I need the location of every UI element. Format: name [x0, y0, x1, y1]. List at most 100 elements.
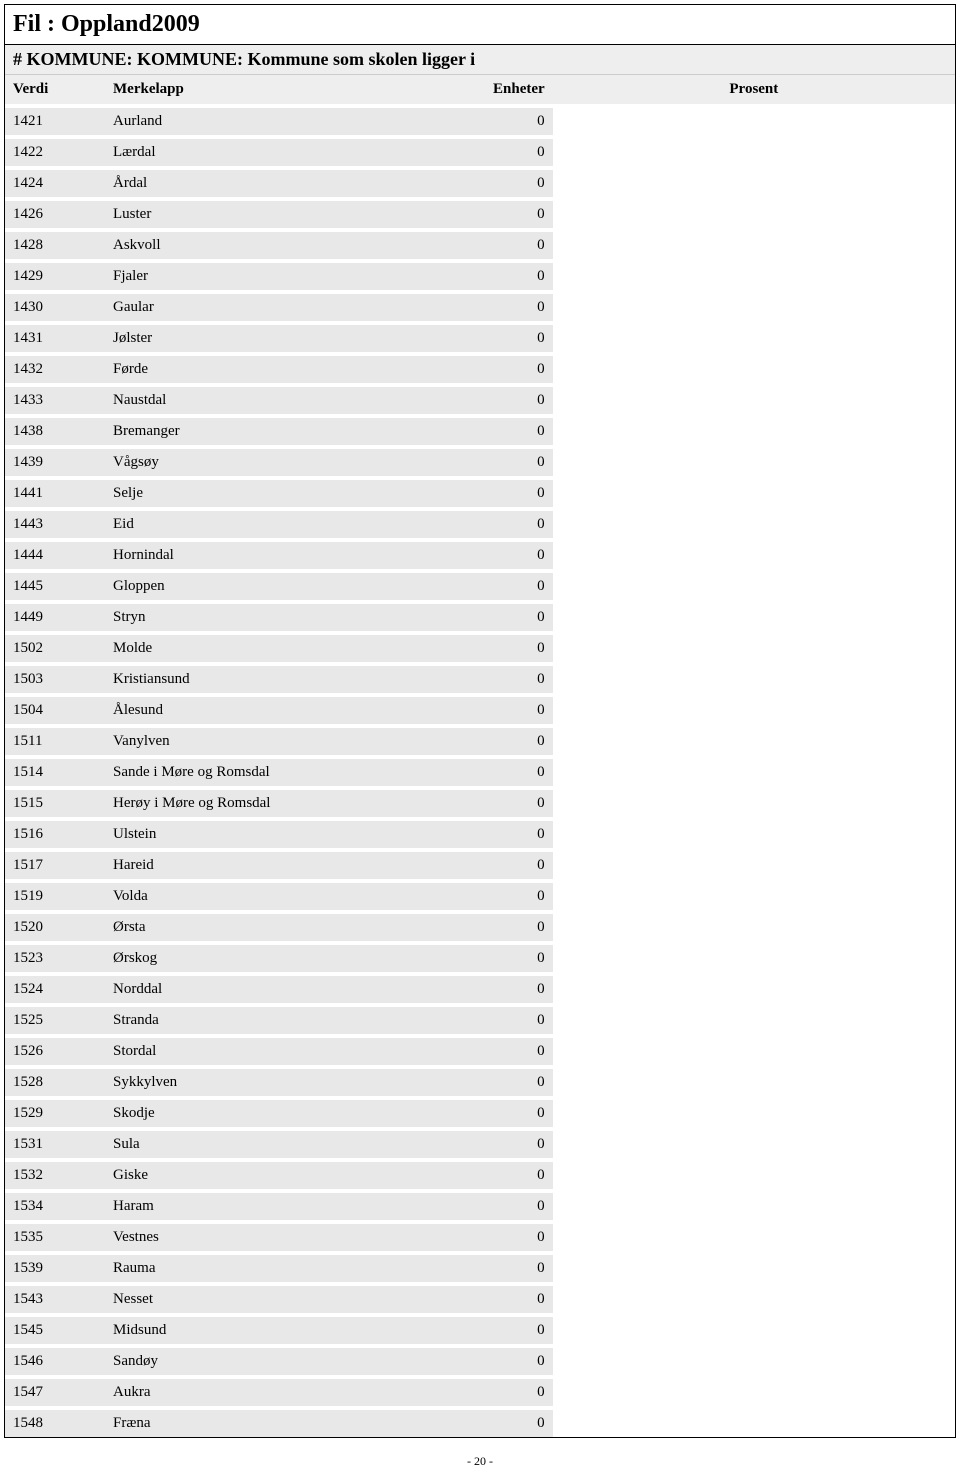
cell-prosent — [553, 974, 955, 1005]
cell-verdi: 1445 — [5, 571, 105, 602]
column-header-merkelapp: Merkelapp — [105, 75, 485, 106]
cell-prosent — [553, 1222, 955, 1253]
cell-verdi: 1514 — [5, 757, 105, 788]
cell-verdi: 1543 — [5, 1284, 105, 1315]
cell-merkelapp: Giske — [105, 1160, 485, 1191]
cell-prosent — [553, 1346, 955, 1377]
cell-prosent — [553, 1253, 955, 1284]
cell-verdi: 1441 — [5, 478, 105, 509]
table-row: 1504Ålesund0 — [5, 695, 955, 726]
table-row: 1429Fjaler0 — [5, 261, 955, 292]
cell-verdi: 1516 — [5, 819, 105, 850]
cell-merkelapp: Naustdal — [105, 385, 485, 416]
cell-merkelapp: Norddal — [105, 974, 485, 1005]
table-row: 1514Sande i Møre og Romsdal0 — [5, 757, 955, 788]
cell-merkelapp: Skodje — [105, 1098, 485, 1129]
cell-prosent — [553, 540, 955, 571]
cell-prosent — [553, 1005, 955, 1036]
table-row: 1443Eid0 — [5, 509, 955, 540]
cell-prosent — [553, 1191, 955, 1222]
cell-verdi: 1438 — [5, 416, 105, 447]
cell-prosent — [553, 230, 955, 261]
table-row: 1430Gaular0 — [5, 292, 955, 323]
table-row: 1517Hareid0 — [5, 850, 955, 881]
cell-verdi: 1502 — [5, 633, 105, 664]
cell-enheter: 0 — [485, 1005, 553, 1036]
cell-merkelapp: Aurland — [105, 106, 485, 137]
cell-enheter: 0 — [485, 447, 553, 478]
cell-verdi: 1428 — [5, 230, 105, 261]
table-row: 1433Naustdal0 — [5, 385, 955, 416]
cell-prosent — [553, 292, 955, 323]
cell-prosent — [553, 726, 955, 757]
cell-merkelapp: Vanylven — [105, 726, 485, 757]
cell-merkelapp: Luster — [105, 199, 485, 230]
cell-verdi: 1526 — [5, 1036, 105, 1067]
table-row: 1543Nesset0 — [5, 1284, 955, 1315]
cell-enheter: 0 — [485, 1222, 553, 1253]
cell-merkelapp: Fjaler — [105, 261, 485, 292]
cell-enheter: 0 — [485, 1036, 553, 1067]
cell-merkelapp: Gaular — [105, 292, 485, 323]
table-row: 1539Rauma0 — [5, 1253, 955, 1284]
cell-prosent — [553, 664, 955, 695]
table-row: 1529Skodje0 — [5, 1098, 955, 1129]
cell-verdi: 1431 — [5, 323, 105, 354]
cell-enheter: 0 — [485, 1253, 553, 1284]
cell-prosent — [553, 881, 955, 912]
table-header-row: Verdi Merkelapp Enheter Prosent — [5, 75, 955, 106]
cell-verdi: 1520 — [5, 912, 105, 943]
cell-verdi: 1444 — [5, 540, 105, 571]
cell-enheter: 0 — [485, 571, 553, 602]
cell-enheter: 0 — [485, 912, 553, 943]
cell-merkelapp: Stordal — [105, 1036, 485, 1067]
cell-prosent — [553, 788, 955, 819]
cell-enheter: 0 — [485, 757, 553, 788]
cell-merkelapp: Ørskog — [105, 943, 485, 974]
cell-enheter: 0 — [485, 1346, 553, 1377]
table-row: 1422Lærdal0 — [5, 137, 955, 168]
table-row: 1523Ørskog0 — [5, 943, 955, 974]
cell-merkelapp: Lærdal — [105, 137, 485, 168]
cell-enheter: 0 — [485, 881, 553, 912]
table-row: 1421Aurland0 — [5, 106, 955, 137]
cell-merkelapp: Kristiansund — [105, 664, 485, 695]
cell-merkelapp: Stranda — [105, 1005, 485, 1036]
cell-merkelapp: Sykkylven — [105, 1067, 485, 1098]
cell-verdi: 1525 — [5, 1005, 105, 1036]
cell-enheter: 0 — [485, 943, 553, 974]
cell-prosent — [553, 416, 955, 447]
cell-enheter: 0 — [485, 1284, 553, 1315]
cell-prosent — [553, 757, 955, 788]
cell-prosent — [553, 602, 955, 633]
cell-merkelapp: Midsund — [105, 1315, 485, 1346]
cell-prosent — [553, 633, 955, 664]
cell-enheter: 0 — [485, 1408, 553, 1437]
cell-enheter: 0 — [485, 199, 553, 230]
cell-enheter: 0 — [485, 509, 553, 540]
cell-enheter: 0 — [485, 261, 553, 292]
table-row: 1524Norddal0 — [5, 974, 955, 1005]
cell-enheter: 0 — [485, 1067, 553, 1098]
cell-merkelapp: Aukra — [105, 1377, 485, 1408]
cell-verdi: 1529 — [5, 1098, 105, 1129]
table-row: 1449Stryn0 — [5, 602, 955, 633]
cell-enheter: 0 — [485, 168, 553, 199]
table-row: 1526Stordal0 — [5, 1036, 955, 1067]
cell-merkelapp: Stryn — [105, 602, 485, 633]
table-row: 1519Volda0 — [5, 881, 955, 912]
cell-prosent — [553, 509, 955, 540]
cell-prosent — [553, 354, 955, 385]
table-row: 1424Årdal0 — [5, 168, 955, 199]
cell-enheter: 0 — [485, 974, 553, 1005]
cell-merkelapp: Hornindal — [105, 540, 485, 571]
table-body: 1421Aurland01422Lærdal01424Årdal01426Lus… — [5, 106, 955, 1437]
table-row: 1545Midsund0 — [5, 1315, 955, 1346]
cell-verdi: 1432 — [5, 354, 105, 385]
cell-prosent — [553, 943, 955, 974]
cell-merkelapp: Sandøy — [105, 1346, 485, 1377]
cell-enheter: 0 — [485, 788, 553, 819]
cell-enheter: 0 — [485, 819, 553, 850]
cell-merkelapp: Eid — [105, 509, 485, 540]
section-title-text: KOMMUNE: KOMMUNE: Kommune som skolen lig… — [27, 49, 476, 69]
